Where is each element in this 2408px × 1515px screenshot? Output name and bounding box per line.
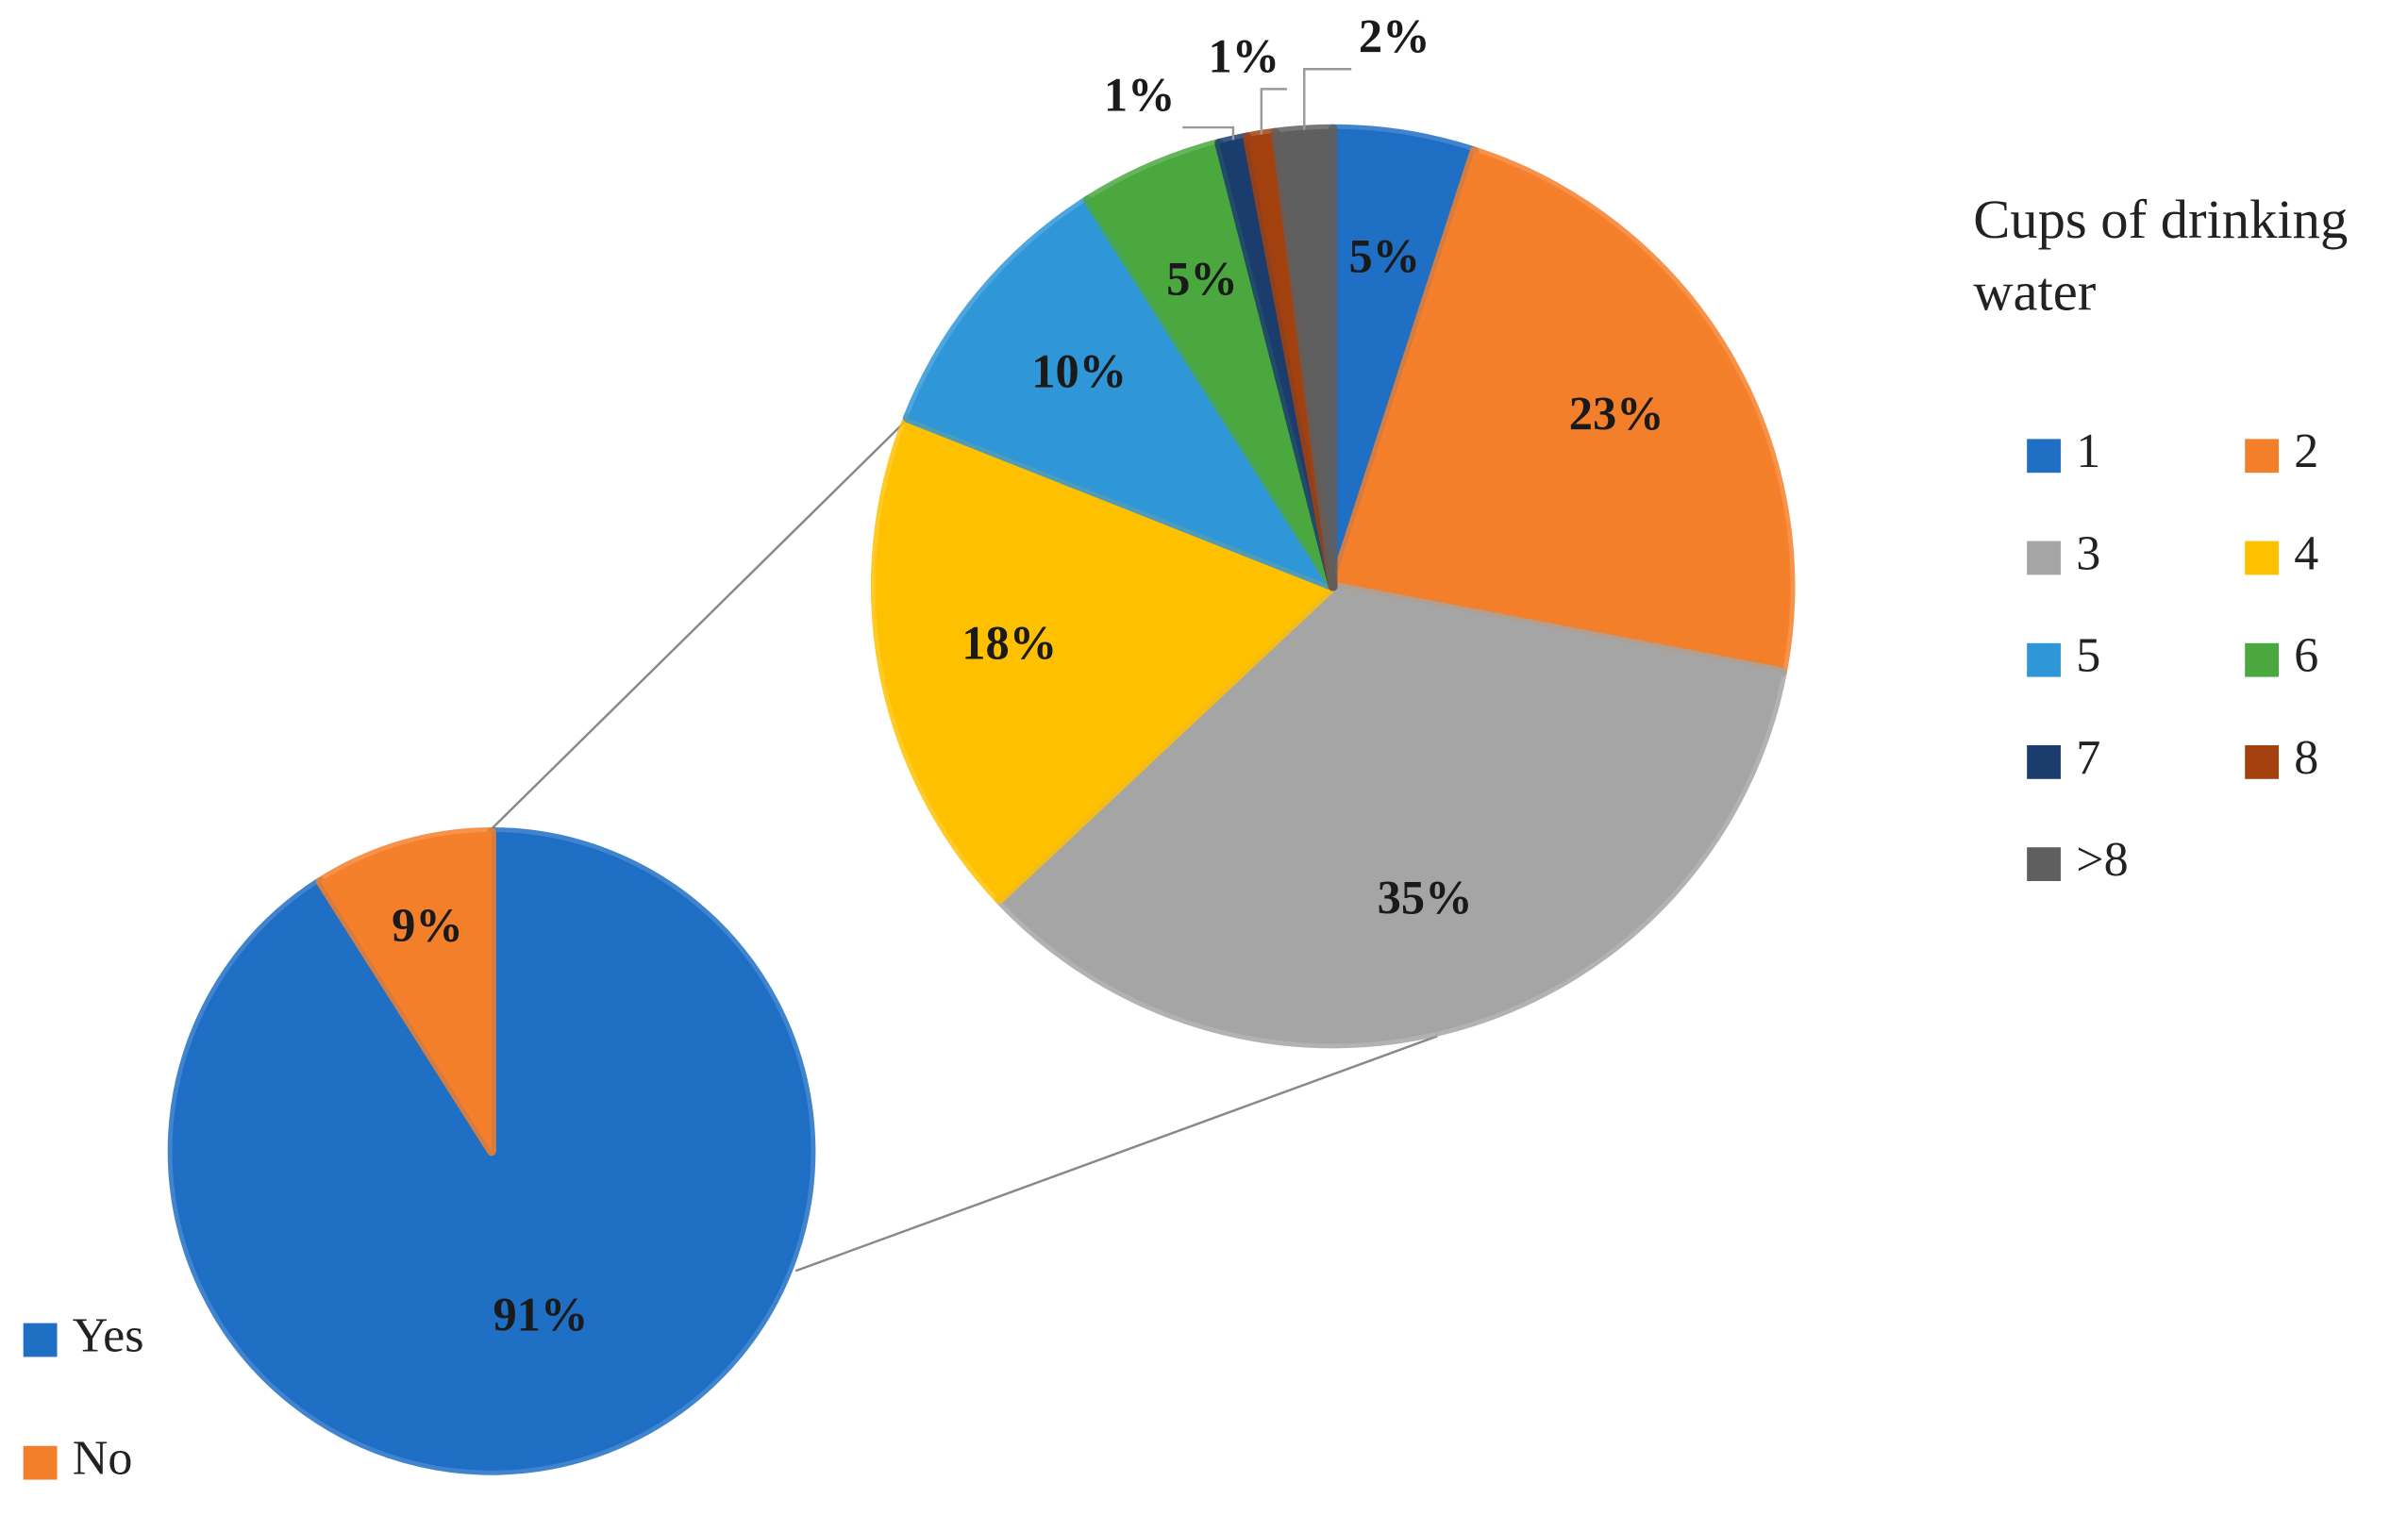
legend-label: >8 <box>2076 833 2128 887</box>
legend-swatch <box>2027 642 2061 677</box>
pie-slice <box>315 827 496 1157</box>
pie-slice <box>995 581 1787 1049</box>
legend-label: No <box>73 1432 133 1486</box>
leader-line <box>1260 88 1287 135</box>
legend-swatch <box>23 1323 58 1357</box>
legend-swatch <box>2027 541 2061 575</box>
data-label: 10% <box>1031 345 1127 398</box>
legend-label: 3 <box>2076 526 2100 580</box>
legend-swatch <box>2245 439 2280 474</box>
data-label: 5% <box>1348 229 1420 282</box>
legend-swatch <box>23 1445 58 1480</box>
legend-label: 8 <box>2294 731 2318 785</box>
leader-line <box>1182 125 1235 141</box>
data-label: 1% <box>1208 30 1279 83</box>
data-label: 2% <box>1359 10 1430 63</box>
legend-swatch <box>2027 439 2061 474</box>
connector-line <box>491 410 916 830</box>
pie-slice <box>870 413 1338 905</box>
data-label: 5% <box>1166 253 1238 306</box>
legend-label: 7 <box>2076 731 2100 785</box>
legend-label: Yes <box>73 1308 144 1362</box>
legend-label: 2 <box>2294 425 2318 478</box>
legend-swatch <box>2027 744 2061 779</box>
legend-title-box: Cups of drinking water <box>1973 189 2349 323</box>
legend-swatch <box>2245 744 2280 779</box>
legend-label: 1 <box>2076 425 2100 478</box>
data-label: 91% <box>493 1289 588 1341</box>
data-label: 9% <box>392 899 463 952</box>
legend-swatch <box>2245 642 2280 677</box>
legend-label: 6 <box>2294 629 2318 683</box>
data-label: 35% <box>1378 871 1473 924</box>
leader-line <box>1303 68 1352 130</box>
data-label: 18% <box>962 617 1057 670</box>
legend-label: 5 <box>2076 629 2100 683</box>
legend-swatch <box>2245 541 2280 575</box>
data-label: 23% <box>1569 387 1664 440</box>
pie-slice <box>1328 146 1796 677</box>
data-label: 1% <box>1104 68 1176 121</box>
legend-title: Cups of drinking water <box>1973 189 2349 323</box>
legend-swatch <box>2027 847 2061 881</box>
connector-line <box>794 1035 1438 1273</box>
pie-slice <box>902 195 1338 591</box>
legend-label: 4 <box>2294 526 2318 580</box>
